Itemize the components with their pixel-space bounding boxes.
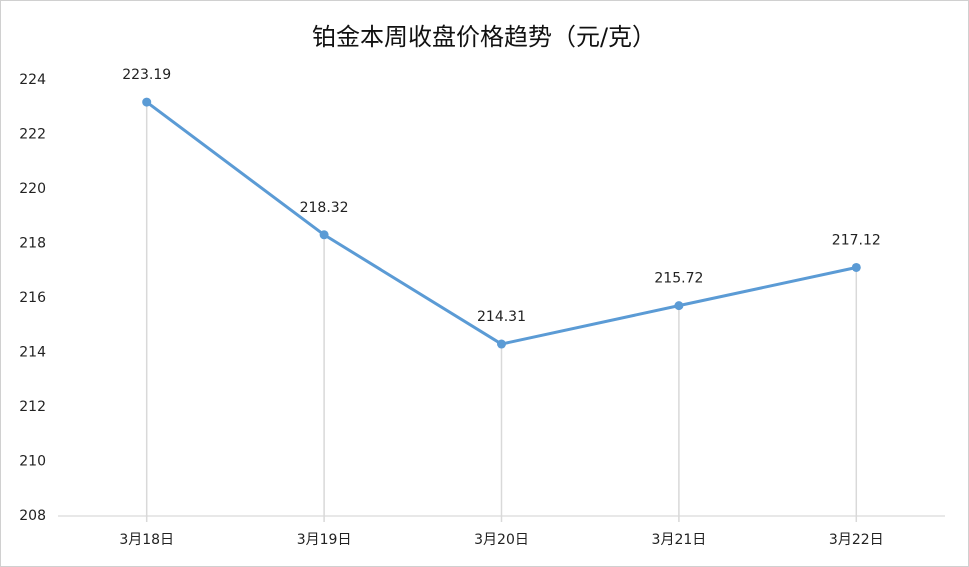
x-tick-label: 3月22日 bbox=[829, 532, 884, 548]
y-tick-label: 208 bbox=[19, 508, 46, 524]
x-tick-label: 3月19日 bbox=[297, 532, 352, 548]
data-point bbox=[142, 97, 152, 107]
x-tick-label: 3月21日 bbox=[652, 532, 707, 548]
y-tick-label: 218 bbox=[19, 236, 46, 252]
y-tick-label: 220 bbox=[19, 181, 46, 197]
y-tick-label: 214 bbox=[19, 345, 46, 361]
y-tick-label: 216 bbox=[19, 290, 46, 306]
data-label: 218.32 bbox=[300, 200, 349, 216]
y-tick-label: 224 bbox=[19, 72, 46, 88]
data-label: 215.72 bbox=[654, 271, 703, 287]
data-point bbox=[497, 339, 506, 349]
x-tick-label: 3月18日 bbox=[119, 532, 174, 548]
data-point bbox=[674, 301, 684, 311]
y-tick-label: 222 bbox=[19, 127, 46, 143]
data-point bbox=[851, 262, 861, 272]
x-tick-label: 3月20日 bbox=[474, 532, 529, 548]
y-tick-label: 212 bbox=[19, 399, 46, 415]
chart-title: 铂金本周收盘价格趋势（元/克） bbox=[312, 23, 656, 51]
data-label: 217.12 bbox=[832, 232, 881, 248]
data-point bbox=[319, 230, 329, 240]
y-tick-label: 210 bbox=[19, 454, 46, 470]
data-label: 214.31 bbox=[477, 309, 526, 325]
data-label: 223.19 bbox=[122, 67, 171, 83]
